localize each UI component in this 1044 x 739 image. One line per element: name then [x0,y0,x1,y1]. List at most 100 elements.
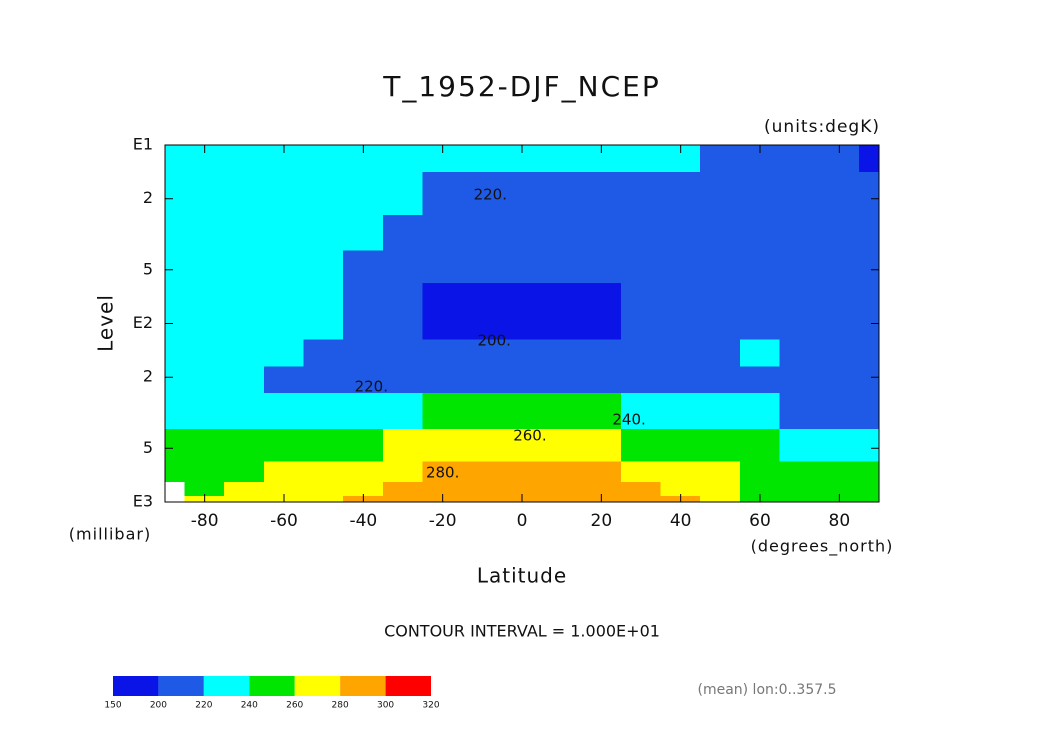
field-cell [303,338,344,367]
field-cell [164,214,186,251]
x-tick-label: 0 [517,511,528,531]
field-cell [620,365,662,394]
field-cell [164,338,186,367]
field-cell [164,365,186,394]
field-cell [501,282,543,310]
field-cell [660,249,701,284]
field-cell [620,214,662,251]
field-cell [462,481,503,497]
field-cell [462,495,503,503]
field-cell [164,392,186,429]
colorbar-label: 280 [332,701,349,711]
field-cell [303,461,344,483]
field-cell [541,461,582,483]
field-cell [224,309,265,340]
field-cell [581,171,622,215]
field-cell [541,481,582,497]
colorbar-label: 300 [377,701,394,711]
x-tick-label: -60 [270,511,298,531]
field-cell [819,309,860,340]
field-cell [164,461,186,483]
field-cell [541,392,582,429]
field-cell [858,282,880,310]
colorbar-box [113,676,159,696]
field-cell [224,338,265,367]
field-cell [541,365,582,394]
field-cell [819,282,860,310]
field-cell [779,171,820,215]
field-cell [700,309,741,340]
field-cell [819,171,860,215]
field-cell [819,392,860,429]
field-cell [382,481,424,497]
field-cell [779,309,820,340]
field-cell [581,365,622,394]
field-cell [660,428,701,462]
field-cell [224,249,265,284]
colorbar-label: 260 [286,701,303,711]
field-cell [184,365,225,394]
field-cell [343,214,384,251]
y-tick-label: 5 [143,259,153,278]
note: (mean) lon:0..357.5 [697,682,836,698]
field-cell [700,392,741,429]
field-cell [620,338,662,367]
field-cell [779,144,820,173]
field-cell [660,461,701,483]
field-cell [184,249,225,284]
field-cell [422,249,463,284]
field-cell [739,428,781,462]
field-cell [184,338,225,367]
field-cell [541,171,582,215]
field-cell [303,495,344,503]
colorbar-box [294,676,341,696]
y-tick-label: E3 [133,492,153,511]
field-cell [819,249,860,284]
x-tick-label: 80 [829,511,851,531]
field-cell [739,461,781,483]
field-cell [382,214,424,251]
y-tick-label: 5 [143,438,153,457]
field-cell [224,282,265,310]
field-cell [343,428,384,462]
field-cell [263,309,305,340]
field-cell [501,365,543,394]
field-cell [700,365,741,394]
field-cell [581,461,622,483]
field-cell [739,392,781,429]
field-cell [263,171,305,215]
field-cell [858,481,880,497]
field-cell [700,338,741,367]
field-cell [501,338,543,367]
x-tick-label: 40 [670,511,692,531]
field-cell [581,338,622,367]
field-cell [700,171,741,215]
y-tick-label: E2 [133,313,153,332]
field-cell [263,249,305,284]
field-cell [581,481,622,497]
field-cell [164,282,186,310]
field-cell [700,495,741,503]
field-cell [343,282,384,310]
contour-label: 280. [426,463,459,481]
colorbar-label: 240 [241,701,258,711]
field-cell [620,461,662,483]
field-cell [382,282,424,310]
field-cell [184,309,225,340]
field-cell [303,214,344,251]
field-cell [263,428,305,462]
field-cell [184,282,225,310]
field-cell [422,338,463,367]
field-cell [184,214,225,251]
field-cell [739,249,781,284]
field-cell [462,461,503,483]
field-cell [858,309,880,340]
field-cell [581,309,622,340]
field-cell [263,461,305,483]
colorbar-box [340,676,386,696]
field-cell [541,214,582,251]
field-cell [620,428,662,462]
field-cell [382,365,424,394]
field-cell [382,392,424,429]
